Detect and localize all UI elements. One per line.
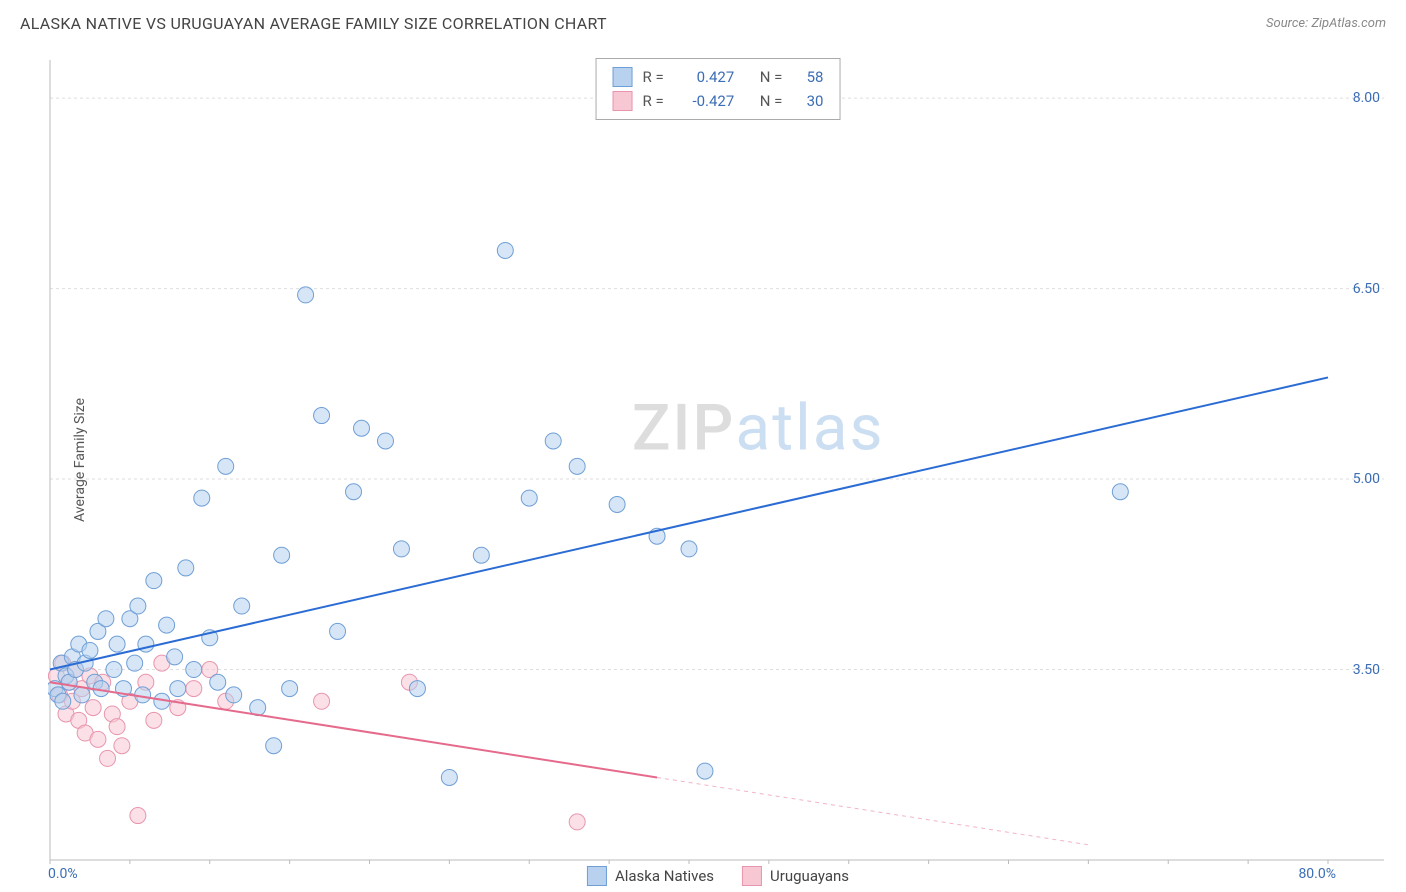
legend-swatch-1 bbox=[587, 866, 607, 886]
y-tick-label: 6.50 bbox=[1353, 281, 1380, 297]
scatter-plot bbox=[48, 56, 1388, 864]
n-value-2: 30 bbox=[793, 89, 823, 113]
swatch-series-1 bbox=[613, 67, 633, 87]
r-label-1: R = bbox=[643, 65, 673, 89]
n-value-1: 58 bbox=[793, 65, 823, 89]
r-value-2: -0.427 bbox=[676, 89, 734, 113]
legend-label-1: Alaska Natives bbox=[615, 867, 714, 885]
x-min-label: 0.0% bbox=[48, 866, 78, 882]
n-label-2: N = bbox=[760, 89, 790, 113]
legend-row-series-1: R = 0.427 N = 58 bbox=[613, 65, 824, 89]
legend-label-2: Uruguayans bbox=[770, 867, 849, 885]
source-label: Source: bbox=[1266, 16, 1308, 31]
y-tick-label: 5.00 bbox=[1353, 471, 1380, 487]
legend-row-series-2: R = -0.427 N = 30 bbox=[613, 89, 824, 113]
n-label-1: N = bbox=[760, 65, 790, 89]
chart-header: ALASKA NATIVE VS URUGUAYAN AVERAGE FAMIL… bbox=[0, 0, 1406, 39]
legend-swatch-2 bbox=[742, 866, 762, 886]
correlation-legend: R = 0.427 N = 58 R = -0.427 N = 30 bbox=[596, 58, 841, 120]
r-value-1: 0.427 bbox=[676, 65, 734, 89]
chart-area: Average Family Size R = 0.427 N = 58 R =… bbox=[48, 56, 1388, 864]
r-label-2: R = bbox=[643, 89, 673, 113]
x-max-label: 80.0% bbox=[1298, 866, 1336, 882]
legend-item-2: Uruguayans bbox=[742, 866, 849, 886]
chart-title: ALASKA NATIVE VS URUGUAYAN AVERAGE FAMIL… bbox=[20, 14, 607, 33]
source-value: ZipAtlas.com bbox=[1311, 16, 1386, 31]
series-legend: Alaska Natives Uruguayans bbox=[587, 866, 849, 886]
swatch-series-2 bbox=[613, 91, 633, 111]
y-tick-label: 8.00 bbox=[1353, 90, 1380, 106]
y-tick-label: 3.50 bbox=[1353, 662, 1380, 678]
legend-item-1: Alaska Natives bbox=[587, 866, 714, 886]
chart-source: Source: ZipAtlas.com bbox=[1266, 16, 1386, 31]
